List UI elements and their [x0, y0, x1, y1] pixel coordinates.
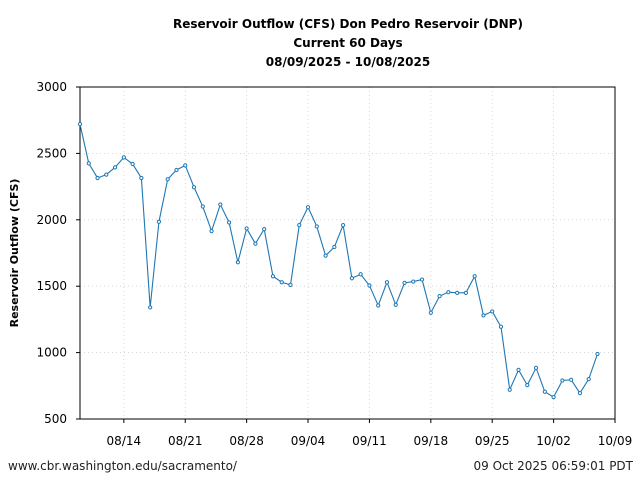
data-point	[472, 274, 477, 279]
data-point	[218, 202, 223, 207]
data-point	[270, 274, 276, 279]
data-point	[130, 161, 135, 167]
data-point	[481, 313, 486, 318]
data-point	[463, 290, 469, 295]
data-point	[437, 294, 442, 299]
data-point	[288, 282, 293, 287]
data-point	[314, 224, 319, 229]
chart-title-line-2: Current 60 Days	[293, 36, 402, 50]
data-point	[525, 383, 530, 388]
data-point	[376, 303, 381, 308]
y-tick-label: 1500	[36, 279, 67, 293]
data-point	[446, 290, 451, 295]
data-point	[533, 365, 539, 370]
data-point	[156, 219, 162, 224]
chart-title-line-3: 08/09/2025 - 10/08/2025	[266, 55, 430, 69]
timestamp: 09 Oct 2025 06:59:01 PDT	[473, 459, 633, 473]
data-point	[226, 220, 232, 225]
data-point	[165, 177, 170, 182]
data-point	[516, 367, 521, 372]
source-url: www.cbr.washington.edu/sacramento/	[8, 459, 237, 473]
data-point	[209, 228, 214, 234]
y-tick-label: 2000	[36, 213, 67, 227]
x-tick-label: 09/04	[291, 434, 326, 448]
data-point	[183, 163, 188, 168]
x-tick-label: 09/25	[475, 434, 510, 448]
x-tick-label: 10/09	[598, 434, 633, 448]
data-point	[490, 309, 495, 314]
data-point	[77, 122, 83, 127]
data-point	[393, 302, 398, 307]
data-point	[253, 241, 258, 246]
data-point	[577, 391, 583, 396]
y-axis-label: Reservoir Outflow (CFS)	[8, 179, 21, 328]
data-point	[86, 161, 91, 166]
data-point	[332, 244, 337, 250]
data-point	[235, 260, 240, 265]
data-point	[95, 175, 100, 181]
data-point	[349, 276, 354, 281]
data-point	[595, 351, 600, 357]
data-point	[367, 283, 372, 288]
data-point	[191, 185, 197, 190]
data-point	[305, 205, 311, 210]
data-point	[402, 280, 407, 285]
data-point	[121, 155, 126, 160]
data-point	[542, 389, 547, 394]
x-tick-label: 09/11	[352, 434, 387, 448]
data-point	[297, 223, 302, 228]
plot-area	[79, 86, 616, 420]
data-point	[279, 280, 284, 285]
data-point	[262, 226, 267, 232]
series-line	[79, 124, 598, 398]
x-tick-label: 09/18	[414, 434, 449, 448]
y-tick-label: 1000	[36, 346, 67, 360]
x-tick-label: 08/21	[168, 434, 203, 448]
data-point	[200, 204, 205, 209]
data-point	[551, 394, 556, 400]
x-tick-label: 10/02	[536, 434, 571, 448]
data-point	[411, 279, 416, 284]
x-axis: 08/14 08/21 08/28 09/04 09/11 09/18 09/25 10/02…	[107, 419, 633, 448]
data-point	[139, 175, 144, 181]
data-point	[428, 310, 433, 315]
data-point	[569, 377, 574, 382]
data-point	[384, 280, 390, 285]
y-axis: 500 1000 1500 2000 2500 3000	[36, 80, 80, 426]
y-tick-label: 2500	[36, 146, 67, 160]
data-point	[586, 377, 591, 382]
x-tick-label: 08/28	[229, 434, 264, 448]
data-point	[498, 324, 504, 329]
data-point	[358, 272, 363, 277]
chart-title-line-1: Reservoir Outflow (CFS) Don Pedro Reserv…	[173, 17, 523, 31]
data-point	[560, 378, 565, 383]
data-point	[341, 223, 346, 228]
y-tick-label: 3000	[36, 80, 67, 94]
x-tick-label: 08/14	[107, 434, 142, 448]
y-tick-label: 500	[44, 412, 67, 426]
data-point	[455, 290, 460, 295]
grid-lines	[80, 87, 615, 419]
data-point	[419, 277, 425, 282]
data-point	[104, 172, 109, 177]
data-point	[174, 167, 179, 173]
data-point	[112, 165, 118, 170]
data-point	[244, 226, 249, 231]
data-point	[323, 253, 328, 258]
data-series	[77, 122, 600, 400]
data-point	[148, 305, 153, 310]
data-point	[507, 387, 512, 392]
